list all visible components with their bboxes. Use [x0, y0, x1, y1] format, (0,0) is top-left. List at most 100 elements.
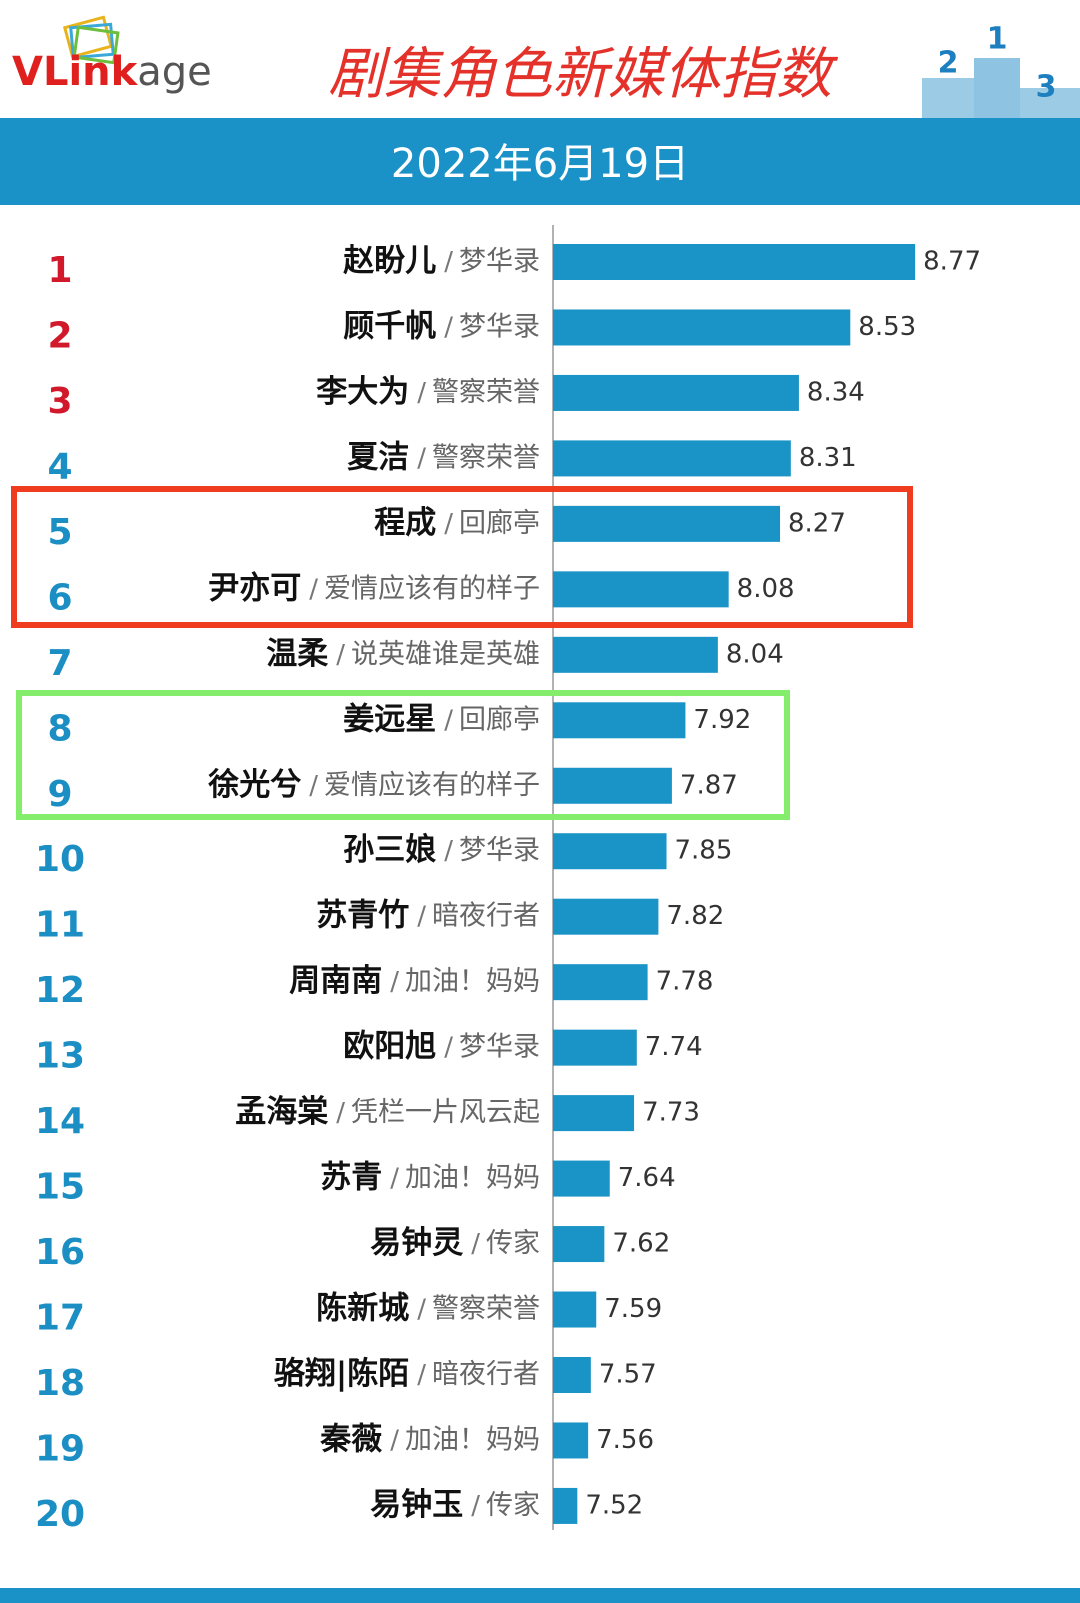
value-label: 7.59 — [604, 1294, 662, 1324]
separator: / — [471, 1229, 480, 1259]
row-label: 赵盼儿 / 梦华录 — [342, 243, 540, 279]
drama-name: 梦华录 — [459, 835, 540, 866]
separator: / — [309, 574, 318, 604]
row-label: 尹亦可 / 爱情应该有的样子 — [208, 570, 540, 606]
footer-band — [0, 1588, 1080, 1603]
bar — [553, 833, 667, 870]
separator: / — [471, 1490, 480, 1520]
separator: / — [390, 967, 399, 997]
drama-name: 凭栏一片风云起 — [351, 1097, 540, 1128]
bar — [553, 1160, 610, 1197]
drama-name: 警察荣誉 — [432, 1293, 540, 1324]
separator: / — [309, 770, 318, 800]
rank: 2 — [47, 315, 72, 356]
bar — [553, 571, 729, 608]
podium-label: 1 — [987, 22, 1008, 57]
character-name: 程成 — [374, 504, 436, 540]
separator: / — [444, 836, 453, 866]
rank: 17 — [35, 1298, 85, 1339]
value-label: 7.52 — [585, 1490, 643, 1520]
rank: 10 — [35, 839, 85, 880]
bar — [553, 702, 686, 739]
separator: / — [417, 1294, 426, 1324]
value-label: 8.04 — [726, 639, 784, 669]
drama-name: 加油！妈妈 — [405, 1424, 540, 1455]
rank: 16 — [35, 1232, 85, 1273]
row-label: 陈新城 / 警察荣誉 — [316, 1290, 540, 1326]
subtitle: 2022年6月19日 — [391, 141, 689, 187]
character-name: 易钟玉 — [370, 1486, 463, 1522]
drama-name: 警察荣誉 — [432, 376, 540, 407]
rank: 18 — [35, 1363, 85, 1404]
drama-name: 传家 — [486, 1228, 540, 1259]
bar — [553, 1487, 578, 1524]
separator: / — [417, 443, 426, 473]
highlight-box — [16, 690, 790, 820]
character-name: 赵盼儿 — [342, 243, 436, 279]
drama-name: 回廊亭 — [459, 704, 540, 735]
separator: / — [444, 247, 453, 277]
value-label: 8.34 — [807, 377, 865, 407]
character-name: 徐光兮 — [207, 766, 301, 802]
bar — [553, 1422, 589, 1459]
drama-name: 梦华录 — [459, 246, 540, 277]
logo: VLinkage — [12, 49, 212, 95]
drama-name: 加油！妈妈 — [405, 966, 540, 997]
separator: / — [444, 1032, 453, 1062]
row-label: 顾千帆 / 梦华录 — [343, 308, 540, 344]
bar — [553, 1095, 635, 1132]
character-name: 陈新城 — [316, 1290, 409, 1326]
character-name: 苏青竹 — [316, 897, 409, 933]
podium-label: 2 — [938, 46, 959, 81]
rank: 7 — [47, 643, 72, 684]
drama-name: 加油！妈妈 — [405, 1162, 540, 1193]
drama-name: 爱情应该有的样子 — [324, 573, 540, 604]
character-name: 顾千帆 — [343, 308, 436, 344]
value-label: 7.57 — [599, 1359, 657, 1389]
character-name: 易钟灵 — [370, 1225, 463, 1261]
value-label: 7.87 — [680, 770, 738, 800]
rank: 3 — [47, 381, 72, 422]
drama-name: 传家 — [486, 1489, 540, 1520]
value-label: 8.77 — [923, 247, 981, 277]
character-name: 温柔 — [266, 635, 328, 671]
highlight-box — [11, 486, 913, 628]
row-label: 孟海棠 / 凭栏一片风云起 — [235, 1094, 540, 1130]
drama-name: 爱情应该有的样子 — [324, 769, 540, 800]
character-name: 苏青 — [320, 1159, 382, 1195]
value-label: 7.73 — [642, 1098, 700, 1128]
rank: 6 — [47, 577, 72, 618]
value-label: 7.64 — [618, 1163, 676, 1193]
drama-name: 说英雄谁是英雄 — [351, 638, 540, 669]
drama-name: 暗夜行者 — [432, 900, 540, 931]
separator: / — [444, 312, 453, 342]
row-label: 苏青 / 加油！妈妈 — [320, 1159, 540, 1195]
row-label: 姜远星 / 回廊亭 — [343, 701, 540, 737]
podium-icon — [922, 58, 1080, 118]
separator: / — [336, 639, 345, 669]
bar — [553, 1226, 605, 1263]
separator: / — [444, 705, 453, 735]
row-label: 李大为 / 警察荣誉 — [316, 373, 540, 409]
value-label: 8.08 — [737, 574, 795, 604]
bar — [553, 964, 648, 1001]
character-name: 孙三娘 — [343, 832, 436, 868]
rank: 1 — [47, 250, 72, 291]
row-label: 秦薇 / 加油！妈妈 — [319, 1421, 540, 1457]
logo-icon — [62, 15, 120, 65]
character-name: 秦薇 — [319, 1421, 382, 1457]
bar — [553, 374, 799, 411]
row-label: 徐光兮 / 爱情应该有的样子 — [207, 766, 540, 802]
row-label: 易钟玉 / 传家 — [370, 1486, 540, 1522]
row-label: 温柔 / 说英雄谁是英雄 — [266, 635, 540, 671]
row-label: 骆翔|陈陌 / 暗夜行者 — [274, 1355, 540, 1391]
character-name: 孟海棠 — [235, 1094, 328, 1130]
rank: 20 — [35, 1494, 85, 1535]
separator: / — [417, 377, 426, 407]
rank: 14 — [35, 1101, 85, 1142]
bar — [553, 898, 659, 935]
rank: 9 — [47, 774, 72, 815]
value-label: 7.82 — [666, 901, 724, 931]
